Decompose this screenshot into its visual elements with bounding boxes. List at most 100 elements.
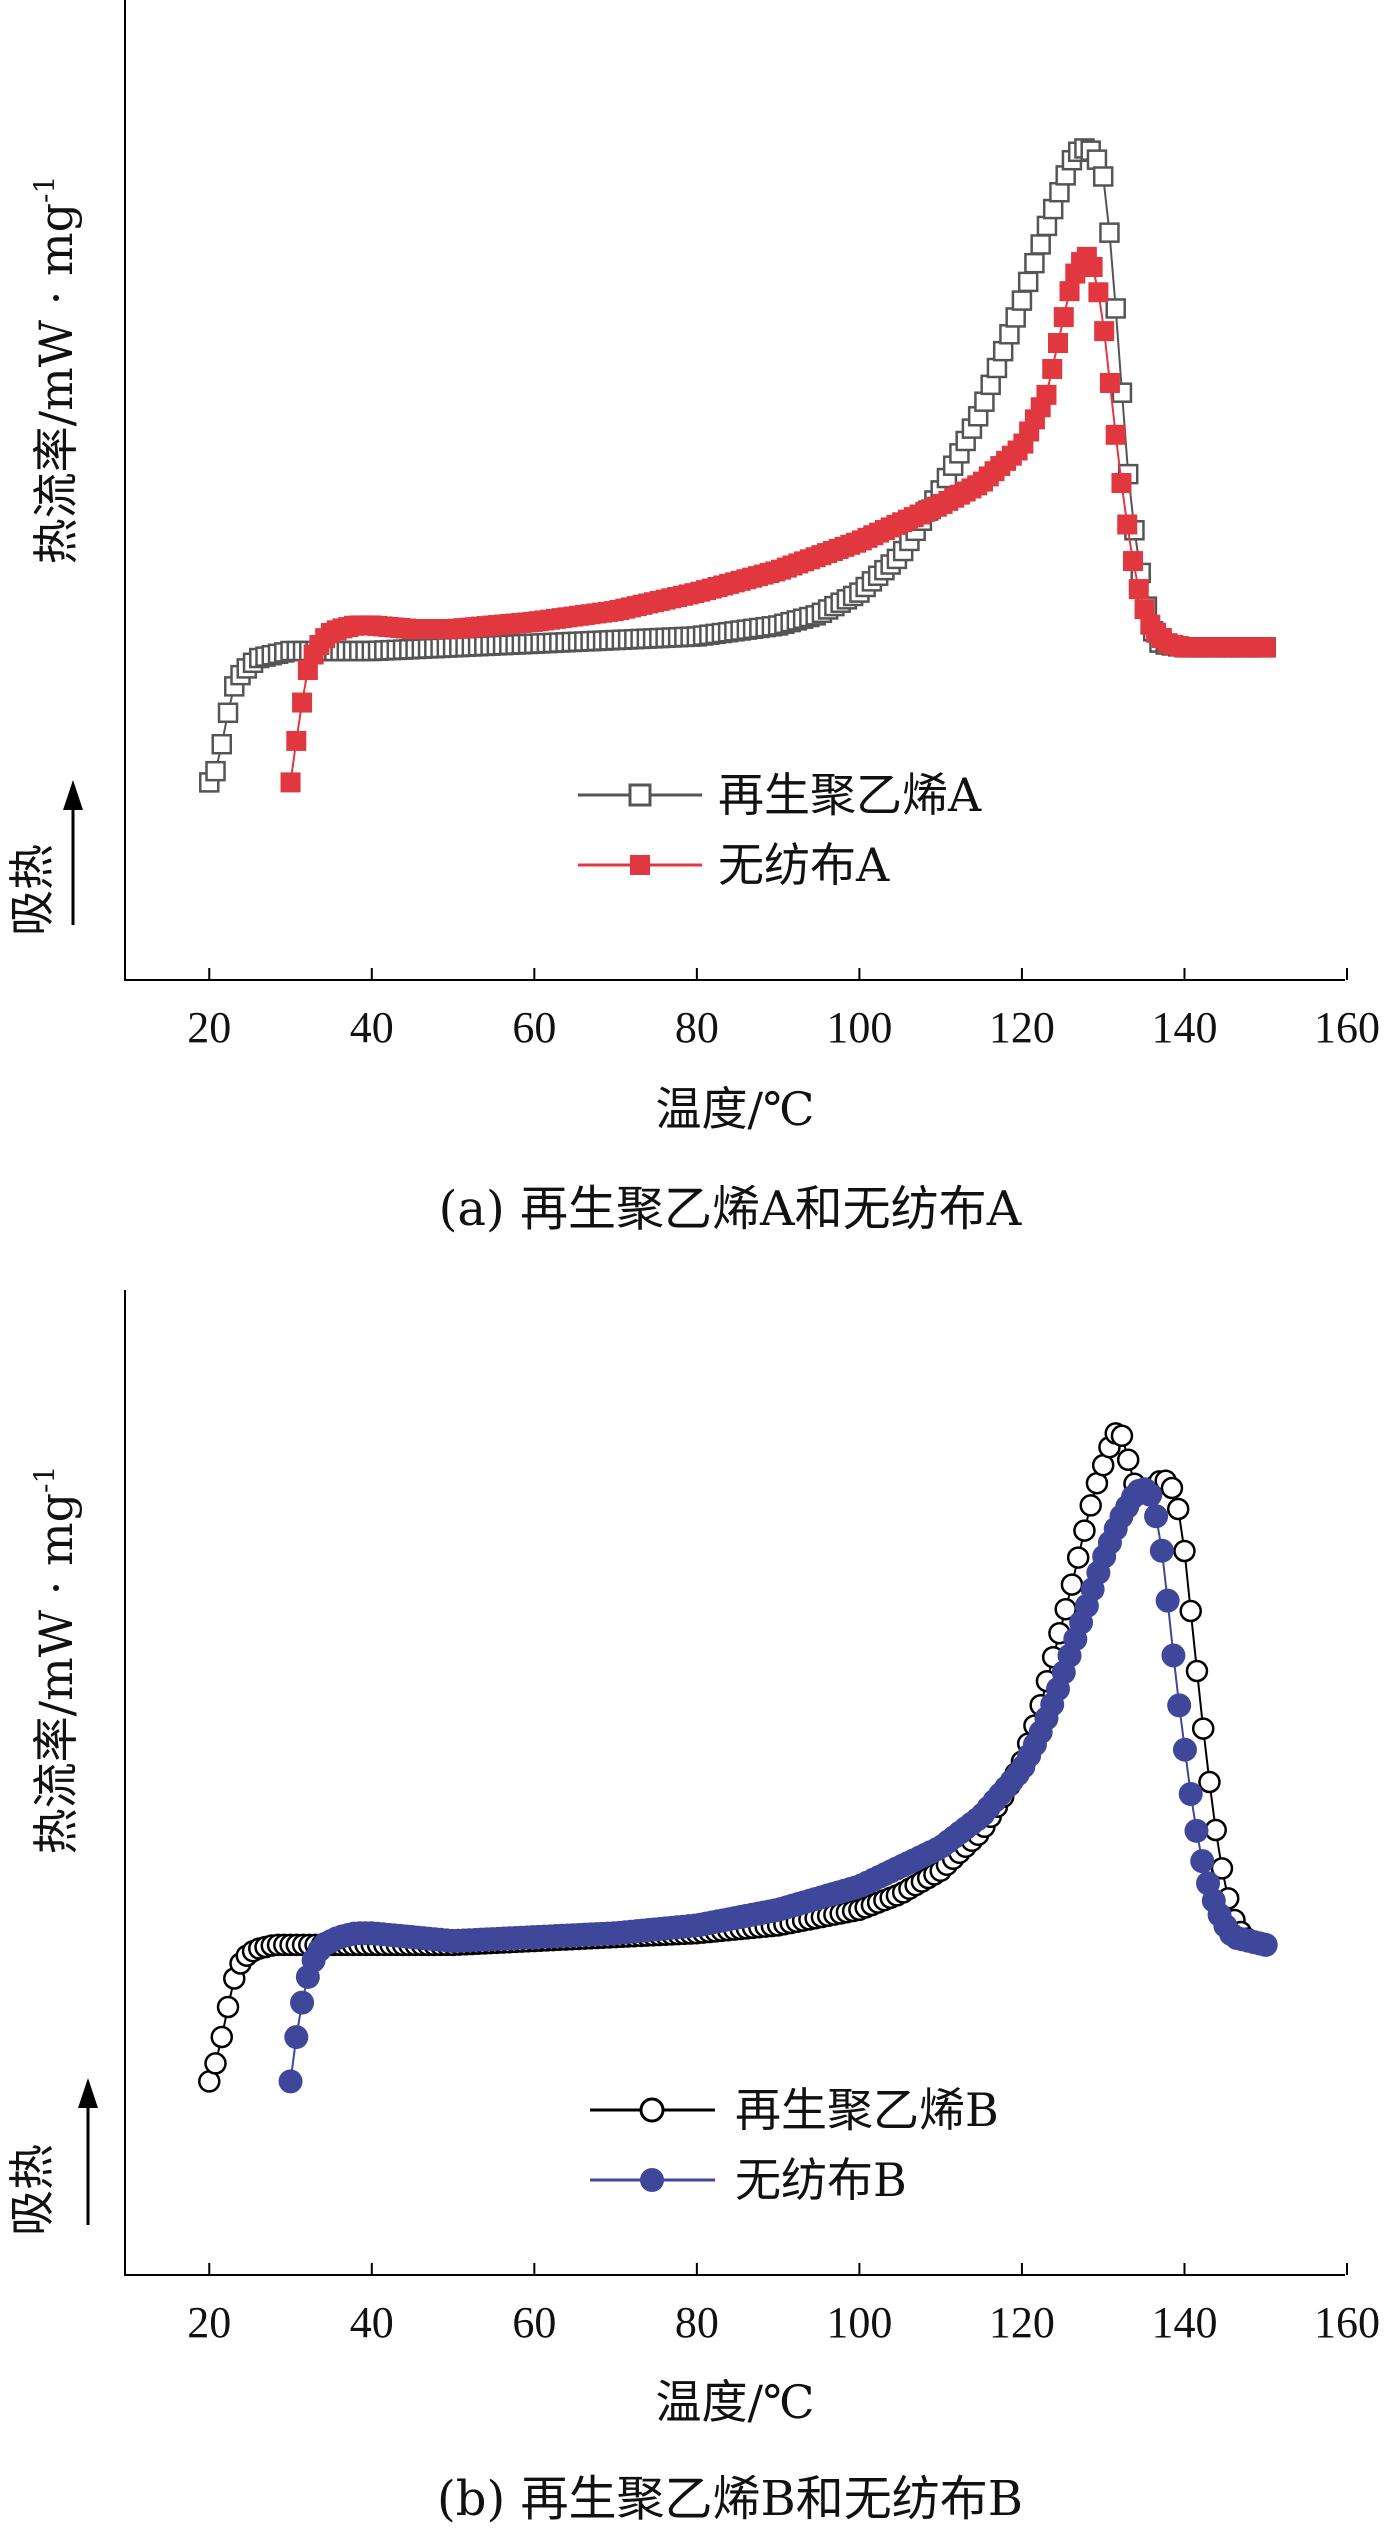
x-axis-label-b: 温度/℃ <box>656 2375 815 2429</box>
svg-text:热流率/mW · mg-1: 热流率/mW · mg-1 <box>28 176 83 565</box>
data-point <box>1092 166 1114 187</box>
data-point <box>1198 1770 1221 1794</box>
data-point <box>210 2025 234 2049</box>
data-point <box>992 340 1014 362</box>
x-tick-label: 160 <box>1314 1003 1380 1052</box>
data-point <box>1172 1737 1197 1762</box>
data-point <box>1073 1519 1096 1542</box>
legend-marker-b0 <box>639 2097 665 2123</box>
data-point <box>974 391 995 412</box>
series-line <box>289 1488 1266 2082</box>
data-point <box>1179 1599 1202 1623</box>
series-recycled-pe-a <box>199 138 1276 793</box>
data-point <box>1185 1659 1209 1683</box>
data-point <box>1111 473 1132 494</box>
panel-b: 20 40 60 80 100 120 140 160 热流率/mW · mg-1 吸热 温度… <box>5 1290 1380 2527</box>
data-point <box>1011 290 1033 311</box>
data-point <box>1030 234 1051 255</box>
data-point <box>1017 271 1039 293</box>
data-point <box>1047 333 1068 354</box>
data-point <box>1128 579 1149 600</box>
data-point <box>1066 1546 1090 1569</box>
series-line <box>208 147 1266 783</box>
data-point <box>1099 222 1120 243</box>
data-point <box>1117 514 1138 535</box>
data-point <box>1138 1482 1163 1507</box>
data-point <box>1161 1643 1186 1668</box>
data-point <box>1167 1693 1192 1718</box>
data-point <box>1099 372 1120 393</box>
axis-frame-a <box>124 0 1345 981</box>
caption-a: (a) 再生聚乙烯A和无纺布A <box>439 1181 1023 1237</box>
data-point <box>1105 298 1126 319</box>
x-ticks-a: 20 40 60 80 100 120 140 160 <box>187 968 1380 1052</box>
data-point <box>1173 1539 1196 1563</box>
data-point <box>986 357 1008 379</box>
y-axis-label-b: 热流率/mW · mg-1 <box>28 1466 83 1855</box>
data-point <box>1005 307 1026 328</box>
data-point <box>1116 1448 1140 1472</box>
data-point <box>1184 1818 1209 1843</box>
data-point <box>1144 1504 1169 1529</box>
x-tick-label: 100 <box>826 2298 892 2347</box>
data-point <box>1060 1573 1084 1596</box>
x-tick-label: 20 <box>187 1003 231 1052</box>
x-tick-label: 100 <box>826 1003 892 1052</box>
data-point <box>292 692 313 713</box>
data-point <box>1155 1588 1180 1613</box>
y-axis-label-text-a: 热流率/mW · mg <box>29 203 83 564</box>
data-point <box>1042 358 1063 379</box>
x-tick-label: 80 <box>675 1003 719 1052</box>
endo-label-a: 吸热 <box>5 844 59 936</box>
data-point <box>1086 149 1108 170</box>
data-point <box>1079 1494 1102 1517</box>
data-point <box>205 760 226 782</box>
data-point <box>290 1990 315 2015</box>
x-tick-label: 120 <box>989 2298 1055 2347</box>
data-point <box>1105 424 1126 445</box>
x-tick-label: 80 <box>675 2298 719 2347</box>
y-axis-label-a: 热流率/mW · mg-1 <box>28 176 83 565</box>
x-tick-label: 40 <box>350 1003 394 1052</box>
data-point <box>1059 281 1080 302</box>
caption-b: (b) 再生聚乙烯B和无纺布B <box>437 2471 1023 2527</box>
data-point <box>1253 1932 1278 1957</box>
x-tick-label: 140 <box>1151 1003 1217 1052</box>
legend-marker-a0 <box>628 783 652 807</box>
x-tick-label: 60 <box>512 2298 556 2347</box>
x-tick-label: 60 <box>512 1003 556 1052</box>
series-nonwoven-b <box>278 1477 1278 2094</box>
data-point <box>980 374 1001 396</box>
data-point <box>1149 1538 1174 1563</box>
legend-text-a0: 再生聚乙烯A <box>718 768 982 822</box>
data-point <box>1082 256 1103 277</box>
data-point <box>999 324 1020 345</box>
data-point <box>204 2052 227 2075</box>
data-point <box>1094 321 1115 342</box>
legend-marker-b1 <box>640 2168 664 2192</box>
data-point <box>216 1995 240 2019</box>
x-ticks-b: 20 40 60 80 100 120 140 160 <box>187 2263 1380 2347</box>
legend-marker-a1 <box>630 855 650 875</box>
data-point <box>1049 181 1070 203</box>
panel-a: 20 40 60 80 100 120 140 160 热流率/mW · mg-1 吸热 温度… <box>5 0 1380 1237</box>
data-point <box>1160 1476 1184 1500</box>
legend-text-b1: 无纺布B <box>735 2153 907 2207</box>
x-tick-label: 120 <box>989 1003 1055 1052</box>
series-nonwoven-a <box>280 246 1276 793</box>
y-axis-label-text-b: 热流率/mW · mg <box>29 1493 83 1854</box>
legend-b: 再生聚乙烯B 无纺布B <box>590 2083 999 2207</box>
x-tick-label: 40 <box>350 2298 394 2347</box>
data-point <box>286 730 307 751</box>
x-tick-label: 160 <box>1314 2298 1380 2347</box>
data-point <box>280 772 301 793</box>
data-point <box>1134 599 1155 620</box>
legend-a: 再生聚乙烯A 无纺布A <box>578 768 982 892</box>
y-axis-label-sup-b: -1 <box>28 1466 61 1493</box>
data-point <box>1123 551 1144 572</box>
data-point <box>1191 1717 1215 1740</box>
data-point <box>1042 198 1064 220</box>
axis-frame-b <box>124 1290 1345 2276</box>
data-point <box>1255 637 1276 658</box>
data-point <box>1036 215 1058 237</box>
